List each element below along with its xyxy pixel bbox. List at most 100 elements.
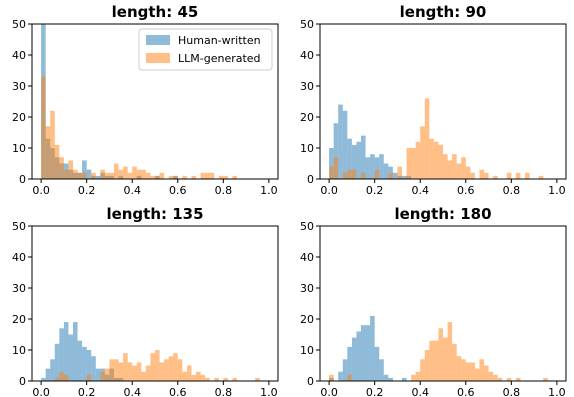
llm-bar [200,172,206,179]
llm-bar [214,377,219,381]
human-bar [63,322,69,381]
human-bar [361,135,366,179]
human-bar [73,322,78,381]
llm-bar [205,377,210,381]
y-axis-ticks: 0 10 20 30 40 50 [12,220,32,388]
llm-bar [433,340,439,381]
human-bar [347,346,352,381]
human-bar [365,325,371,381]
llm-bar [191,374,196,381]
y-tick-label: 0 [19,173,26,186]
human-bar [356,141,361,179]
x-tick-label: 0.2 [78,386,96,397]
human-bar [329,148,334,179]
llm-bar [196,371,201,381]
y-tick-label: 20 [12,313,26,326]
llm-bar [182,371,187,381]
x-axis-ticks: 0.0 0.2 0.4 0.6 0.8 1.0 [320,381,566,397]
llm-bar [223,175,228,179]
llm-bar [68,160,73,179]
y-tick-label: 20 [300,313,314,326]
x-tick-label: 1.0 [548,386,566,397]
llm-bar [515,377,521,381]
llm-bar [141,371,146,381]
llm-bar [333,157,339,179]
llm-bar [186,365,192,381]
llm-bar [420,359,425,381]
llm-bar [351,169,357,179]
human-bar [91,356,96,381]
llm-bar [443,154,448,179]
human-bar [374,157,380,179]
human-bar [59,328,64,381]
llm-bar [223,377,228,381]
llm-bar [443,337,448,381]
llm-bar [145,172,151,179]
y-tick-label: 30 [300,282,314,295]
panel-title: length: 90 [400,3,487,21]
human-bar [351,144,357,179]
llm-bar [109,359,114,381]
llm-bar [150,353,155,381]
llm-bar [497,377,503,381]
panel-length-45: length: 45 0.0 0.2 0.4 0.6 0.8 1.0 0 10 20 30 40 5… [12,3,279,197]
llm-bar [488,371,494,381]
llm-bar [329,374,334,381]
llm-bar [123,166,128,179]
human-bar [54,343,60,381]
human-bar [50,359,55,381]
human-bar [383,374,389,381]
llm-bar [173,353,178,381]
llm-bar [50,110,55,179]
y-tick-label: 20 [300,111,314,124]
x-tick-label: 0.2 [366,184,384,197]
llm-bar [54,377,60,381]
llm-bar [73,169,78,179]
human-bar [333,123,339,179]
x-tick-label: 0.4 [411,184,429,197]
human-bar [356,331,361,381]
llm-bar [420,126,425,179]
llm-bar [155,175,160,179]
llm-bar [424,350,430,381]
llm-bar [127,172,133,179]
human-bar [365,157,371,179]
llm-bar [452,154,457,179]
llm-bars [329,98,544,179]
human-bars [329,315,407,381]
llm-bar [218,175,224,179]
llm-bar [438,328,443,381]
panel-length-90: length: 90 0.0 0.2 0.4 0.6 0.8 1.0 0 10 20 30 40 5… [300,3,567,197]
llm-bar [447,160,453,179]
llm-bar [232,377,237,381]
human-bar [338,104,343,179]
llm-bar [452,343,457,381]
y-tick-label: 50 [300,18,314,31]
y-tick-label: 0 [19,375,26,388]
llm-bar [77,172,83,179]
plot-frame [319,23,567,180]
x-tick-label: 0.2 [366,386,384,397]
llm-bar [150,175,155,179]
x-tick-label: 0.8 [215,184,233,197]
llm-bar [329,166,334,179]
legend-swatch-human [146,35,170,45]
human-bar [95,175,101,179]
y-tick-label: 50 [12,220,26,233]
llm-bar [200,374,206,381]
llm-bar [456,356,462,381]
human-bar [68,334,73,381]
llm-bar [506,172,512,179]
llm-bar [429,138,434,179]
human-bar [379,359,384,381]
llm-bar [406,148,412,179]
human-bar [402,377,407,381]
llm-bar [388,172,393,179]
panel-title: length: 135 [106,205,203,223]
y-tick-label: 0 [307,375,314,388]
y-axis-ticks: 0 10 20 30 40 50 [12,18,32,186]
llm-bar [493,175,498,179]
llm-bar [411,374,416,381]
y-tick-label: 10 [300,344,314,357]
llm-bar [465,166,471,179]
